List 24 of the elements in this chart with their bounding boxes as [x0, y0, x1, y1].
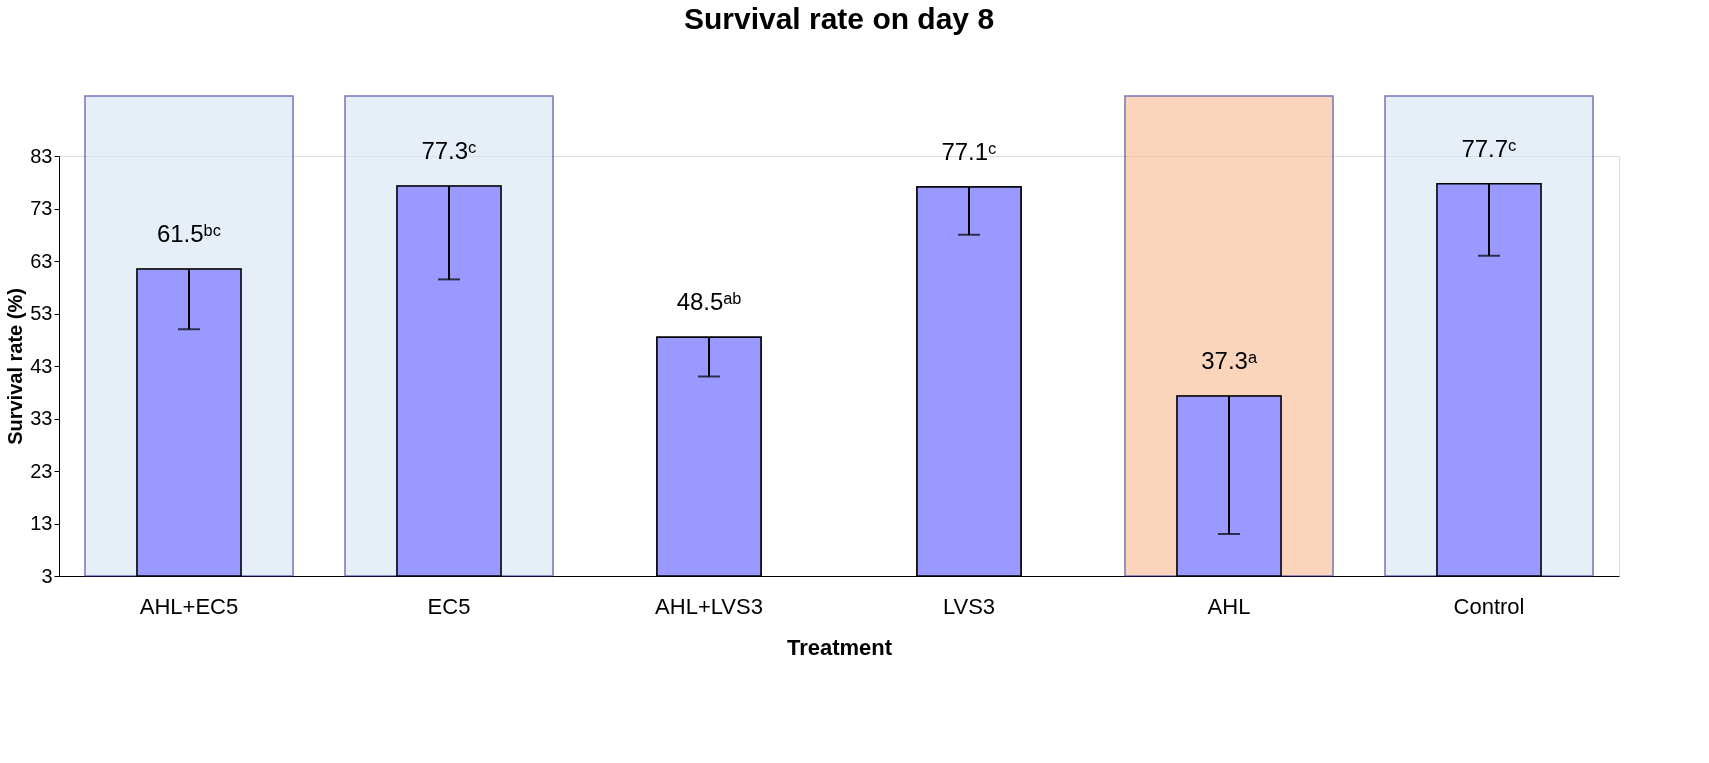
y-tick-label: 53: [30, 302, 53, 324]
y-tick-label: 33: [30, 407, 53, 429]
x-tick-label: AHL+LVS3: [655, 593, 763, 619]
data-label: 37.3ᵃ: [1201, 346, 1258, 374]
x-tick-label: LVS3: [942, 593, 996, 619]
y-tick-label: 43: [30, 354, 53, 377]
y-tick-label: 63: [30, 249, 53, 272]
data-label: 61.5ᵇᶜ: [156, 219, 222, 247]
y-tick-label: 3: [41, 564, 53, 587]
data-label: 77.3ᶜ: [421, 136, 477, 164]
y-tick-label: 73: [30, 197, 53, 219]
data-label: 77.1ᶜ: [941, 137, 997, 165]
y-tick-label: 23: [30, 459, 53, 482]
x-axis-title: Treatment: [786, 634, 893, 660]
x-tick-label: AHL: [1207, 593, 1251, 619]
y-tick-label: 13: [30, 512, 53, 534]
y-axis-title: Survival rate (%): [4, 288, 27, 445]
x-tick-label: EC5: [427, 593, 471, 619]
data-label: 77.7ᶜ: [1461, 134, 1517, 162]
data-label: 48.5ᵃᵇ: [676, 288, 742, 316]
x-tick-label: Control: [1453, 593, 1525, 619]
x-tick-label: AHL+EC5: [139, 593, 239, 619]
y-tick-label: 83: [30, 144, 53, 167]
chart-title: Survival rate on day 8: [683, 2, 995, 36]
